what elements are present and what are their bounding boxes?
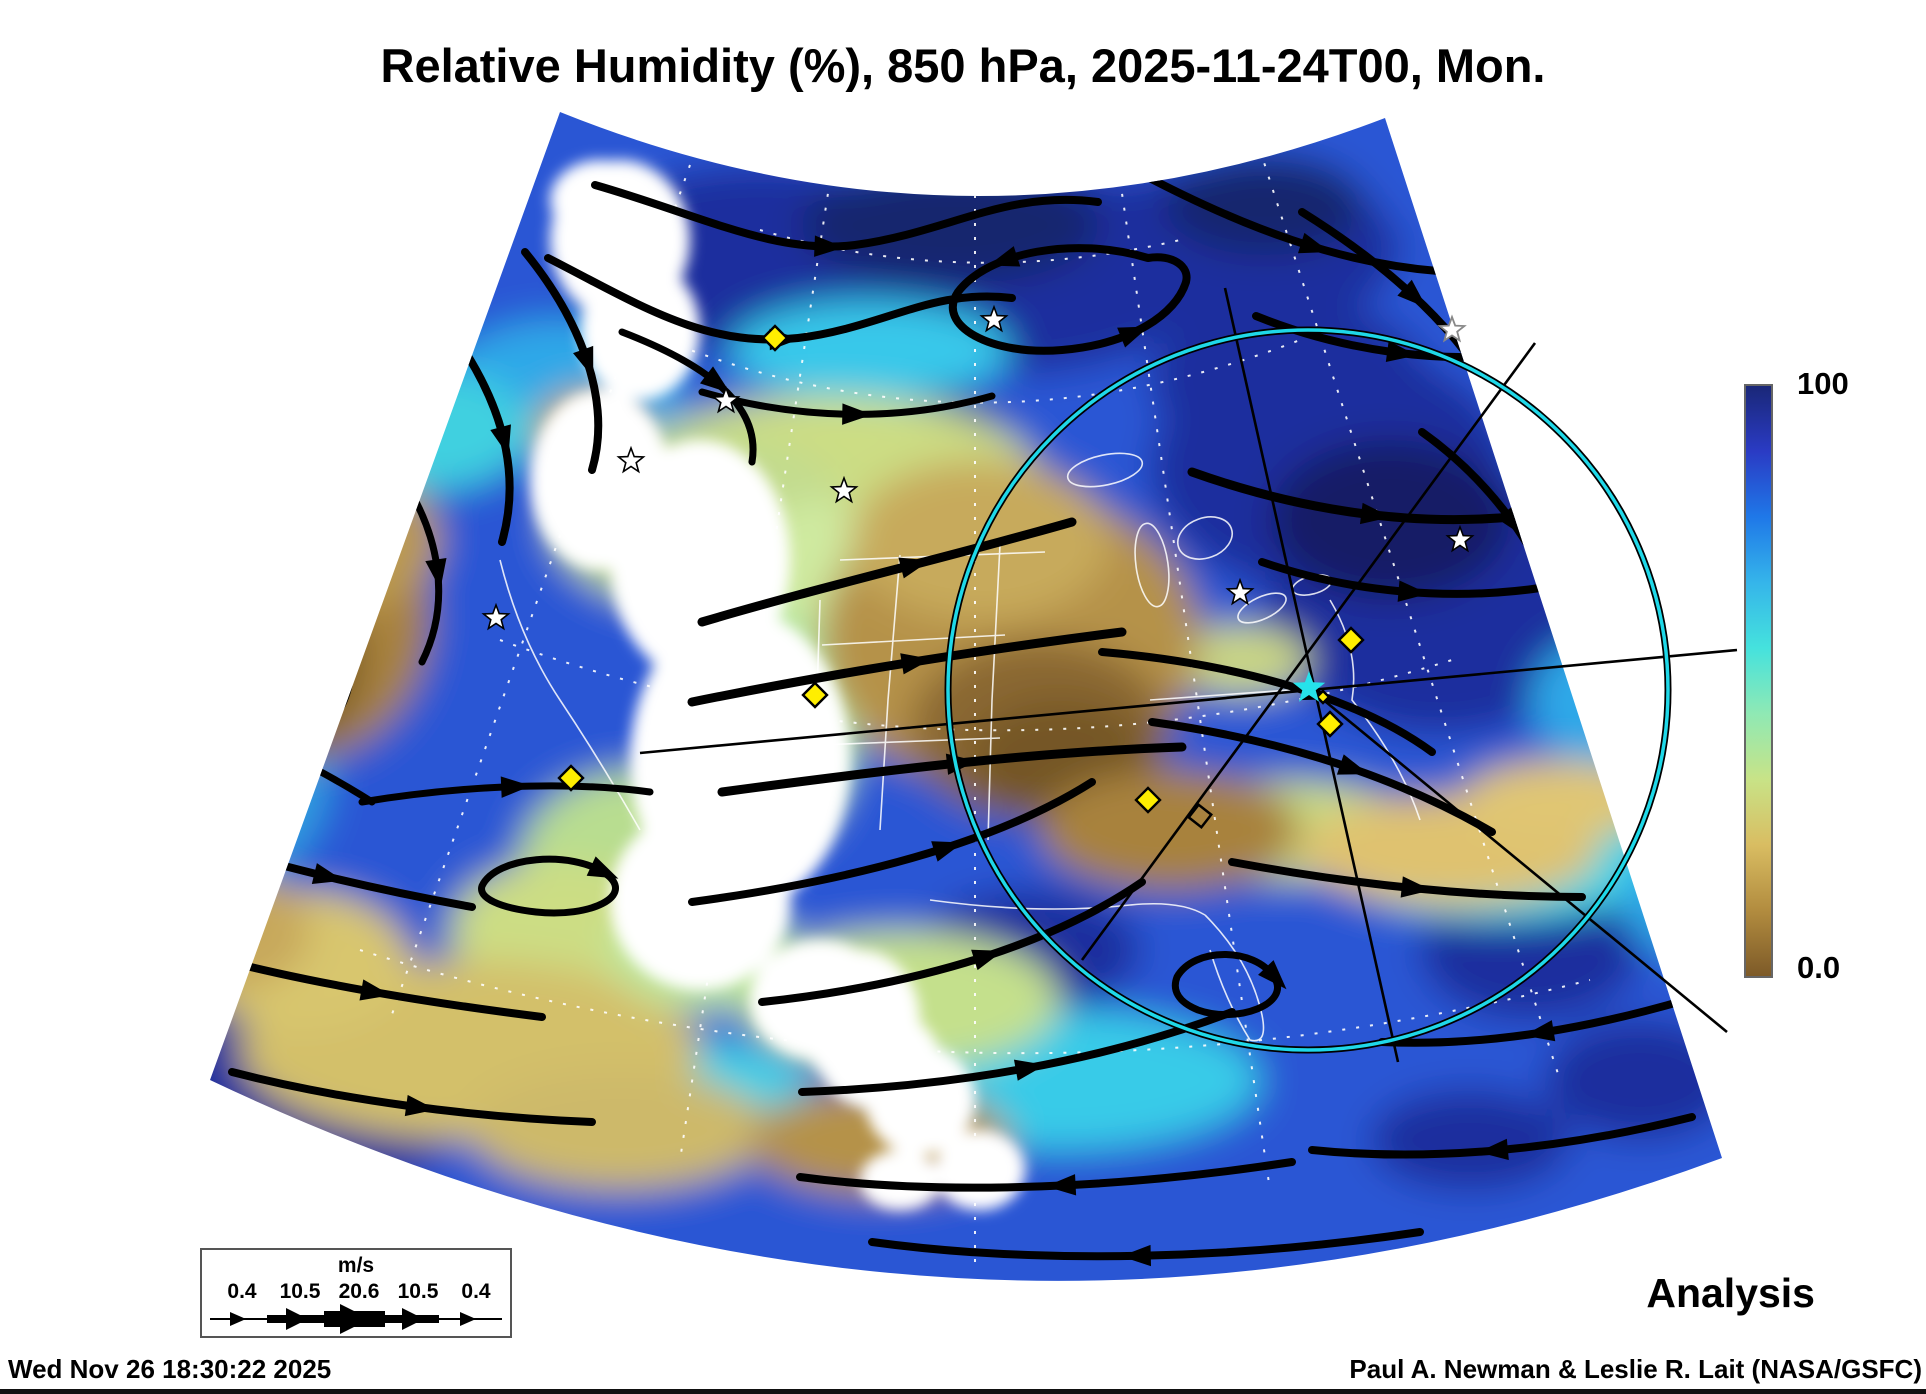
wind-legend-value: 20.6: [338, 1280, 380, 1303]
streamline-arrowhead: [425, 558, 447, 590]
diamond-marker: [1316, 710, 1344, 738]
circle-center-star: [1292, 671, 1326, 702]
map-fan-region: [210, 112, 1722, 1281]
streamline-arrowhead: [1397, 279, 1427, 308]
streamline-arrowhead: [1385, 340, 1417, 363]
streamline-arrowhead: [311, 863, 344, 884]
streamline-arrowhead: [699, 366, 731, 394]
track-line: [1223, 287, 1400, 1063]
track-line: [639, 648, 1738, 755]
streamline-arrowhead: [1117, 326, 1149, 348]
streamline-arrowhead: [842, 403, 873, 425]
streamline-arrowhead: [586, 856, 619, 879]
track-line: [1080, 342, 1537, 961]
wind-speed-legend: m/s 0.4 10.5 20.6 10.5 0.4: [200, 1248, 512, 1338]
streamline-arrowhead: [1523, 1020, 1556, 1042]
colorbar-min-label: 0.0: [1797, 950, 1841, 985]
overlay-graphics: [481, 287, 1738, 1063]
station-star-marker: [1445, 524, 1475, 553]
streamline-arrowhead: [1045, 1174, 1077, 1196]
streamline-arrowhead: [327, 603, 351, 636]
station-star-marker: [481, 602, 511, 631]
track-line-marker: [1187, 803, 1213, 829]
streamline-arrowhead: [931, 841, 963, 862]
streamline-arrowhead: [1359, 502, 1392, 525]
render-timestamp: Wed Nov 26 18:30:22 2025: [8, 1354, 332, 1384]
streamline-arrowhead: [1013, 1059, 1046, 1081]
streamline-arrowhead: [573, 345, 594, 378]
diamond-marker: [1337, 626, 1365, 654]
streamline-arrowhead: [1297, 232, 1330, 254]
streamline-arrowhead: [1120, 1244, 1152, 1267]
diamond-marker: [1134, 786, 1162, 814]
credit-text: Paul A. Newman & Leslie R. Lait (NASA/GS…: [1349, 1354, 1922, 1384]
station-star-marker: [979, 304, 1009, 333]
colorbar-max-label: 100: [1797, 366, 1849, 401]
streamline-arrowhead: [988, 246, 1021, 267]
page-title: Relative Humidity (%), 850 hPa, 2025-11-…: [380, 39, 1546, 92]
colorbar: [1744, 384, 1773, 978]
streamline-arrowhead: [1336, 754, 1369, 775]
bottom-rule: [0, 1389, 1926, 1394]
track-line: [1308, 686, 1728, 1034]
wind-legend-value: 10.5: [397, 1280, 439, 1303]
streamline-arrowhead: [359, 979, 391, 1001]
streamline-arrowhead: [253, 707, 283, 737]
streamline-arrowhead: [1400, 876, 1432, 898]
diamond-marker: [761, 324, 789, 352]
streamline-arrowhead: [971, 949, 1003, 971]
streamline-arrowhead: [898, 557, 931, 579]
station-star-marker: [1225, 577, 1255, 606]
wind-legend-value: 0.4: [461, 1280, 491, 1303]
streamline-arrowhead: [1397, 580, 1429, 602]
wind-legend-value: 10.5: [279, 1280, 321, 1303]
station-star-marker: [829, 475, 859, 504]
streamline-arrowhead: [814, 235, 845, 257]
wind-legend-units-label: m/s: [337, 1254, 375, 1277]
streamline-arrowhead: [490, 424, 511, 457]
streamline-arrowhead: [1477, 1138, 1509, 1161]
streamline-arrowhead: [900, 653, 932, 675]
wind-legend-value: 0.4: [227, 1280, 257, 1303]
range-circle: [946, 328, 1670, 1052]
station-star-marker: [711, 385, 741, 414]
streamline-arrowhead: [404, 1094, 436, 1117]
diamond-marker: [1315, 689, 1331, 705]
streamline-arrowhead: [500, 776, 532, 798]
diamond-marker: [557, 764, 585, 792]
streamline-arrowhead: [1258, 960, 1287, 990]
station-star-marker: [616, 445, 646, 474]
wind-speed-arrow-scale: [210, 1304, 502, 1334]
analysis-label: Analysis: [1646, 1270, 1815, 1316]
streamline-arrowhead: [267, 737, 300, 761]
diamond-marker: [801, 681, 829, 709]
outline-star-marker: [1437, 314, 1467, 343]
